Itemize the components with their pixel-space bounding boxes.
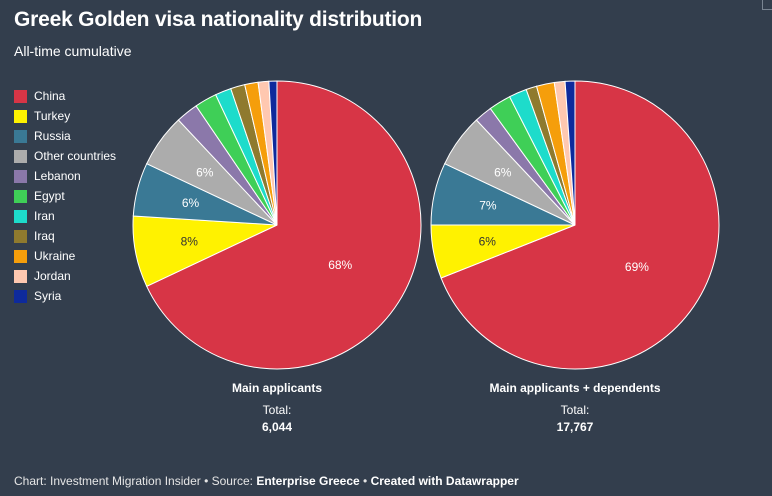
pie-data-label: 68% [328,258,352,272]
legend-item: Other countries [14,146,116,166]
pie-data-label: 6% [479,235,497,249]
legend-item: China [14,86,116,106]
legend-swatch [14,129,27,143]
footer-attribution: Chart: Investment Migration Insider • So… [14,474,257,488]
legend-label: Other countries [34,149,117,163]
legend-label: Jordan [34,269,71,283]
legend-item: Iran [14,206,116,226]
legend-item: Jordan [14,266,116,286]
legend-swatch [14,109,27,123]
legend-swatch [14,249,27,263]
legend: China Turkey Russia Other countries Lebanon E… [14,86,116,306]
legend-label: Egypt [34,189,65,203]
pie-data-label: 6% [494,166,512,180]
chart-subtitle: All-time cumulative [14,43,132,59]
legend-item: Iraq [14,226,116,246]
footer-credit-link[interactable]: Created with Datawrapper [370,474,519,488]
legend-label: Russia [34,129,71,143]
legend-swatch [14,269,27,283]
legend-item: Ukraine [14,246,116,266]
legend-swatch [14,169,27,183]
legend-swatch [14,229,27,243]
legend-item: Turkey [14,106,116,126]
legend-item: Syria [14,286,116,306]
legend-swatch [14,149,27,163]
legend-swatch [14,89,27,103]
pie-caption-main-applicants-dependents: Main applicants + dependents Total: 17,7… [465,382,685,433]
legend-item: Russia [14,126,116,146]
pie-total-value: 17,767 [556,420,594,434]
footer-separator: • [359,474,371,488]
footer-source-link[interactable]: Enterprise Greece [256,474,360,488]
pie-title: Main applicants + dependents [489,381,661,395]
pie-slice-china [440,80,720,370]
pie-data-label: 7% [479,199,497,213]
legend-label: Turkey [34,109,71,123]
pie-total-label: Total: [262,403,292,417]
pie-data-label: 6% [182,196,200,210]
legend-swatch [14,189,27,203]
legend-label: Iraq [34,229,55,243]
legend-label: China [34,89,66,103]
legend-label: Iran [34,209,55,223]
pie-total-label: Total: [560,403,590,417]
pie-data-label: 6% [196,166,214,180]
pie-data-label: 8% [181,235,199,249]
legend-label: Lebanon [34,169,81,183]
pie-slice-china [146,80,422,370]
legend-label: Syria [34,289,62,303]
pie-total-value: 6,044 [261,420,293,434]
pie-slice-syria [268,80,278,226]
legend-swatch [14,289,27,303]
footer: Chart: Investment Migration Insider • So… [14,474,519,488]
pie-data-label: 69% [625,260,649,274]
chart-title: Greek Golden visa nationality distributi… [14,8,423,31]
corner-mark [762,0,772,10]
legend-item: Lebanon [14,166,116,186]
legend-swatch [14,209,27,223]
pie-slice-syria [564,80,576,226]
pie-title: Main applicants [231,381,323,395]
legend-label: Ukraine [34,249,76,263]
legend-item: Egypt [14,186,116,206]
pie-caption-main-applicants: Main applicants Total: 6,044 [167,382,387,433]
